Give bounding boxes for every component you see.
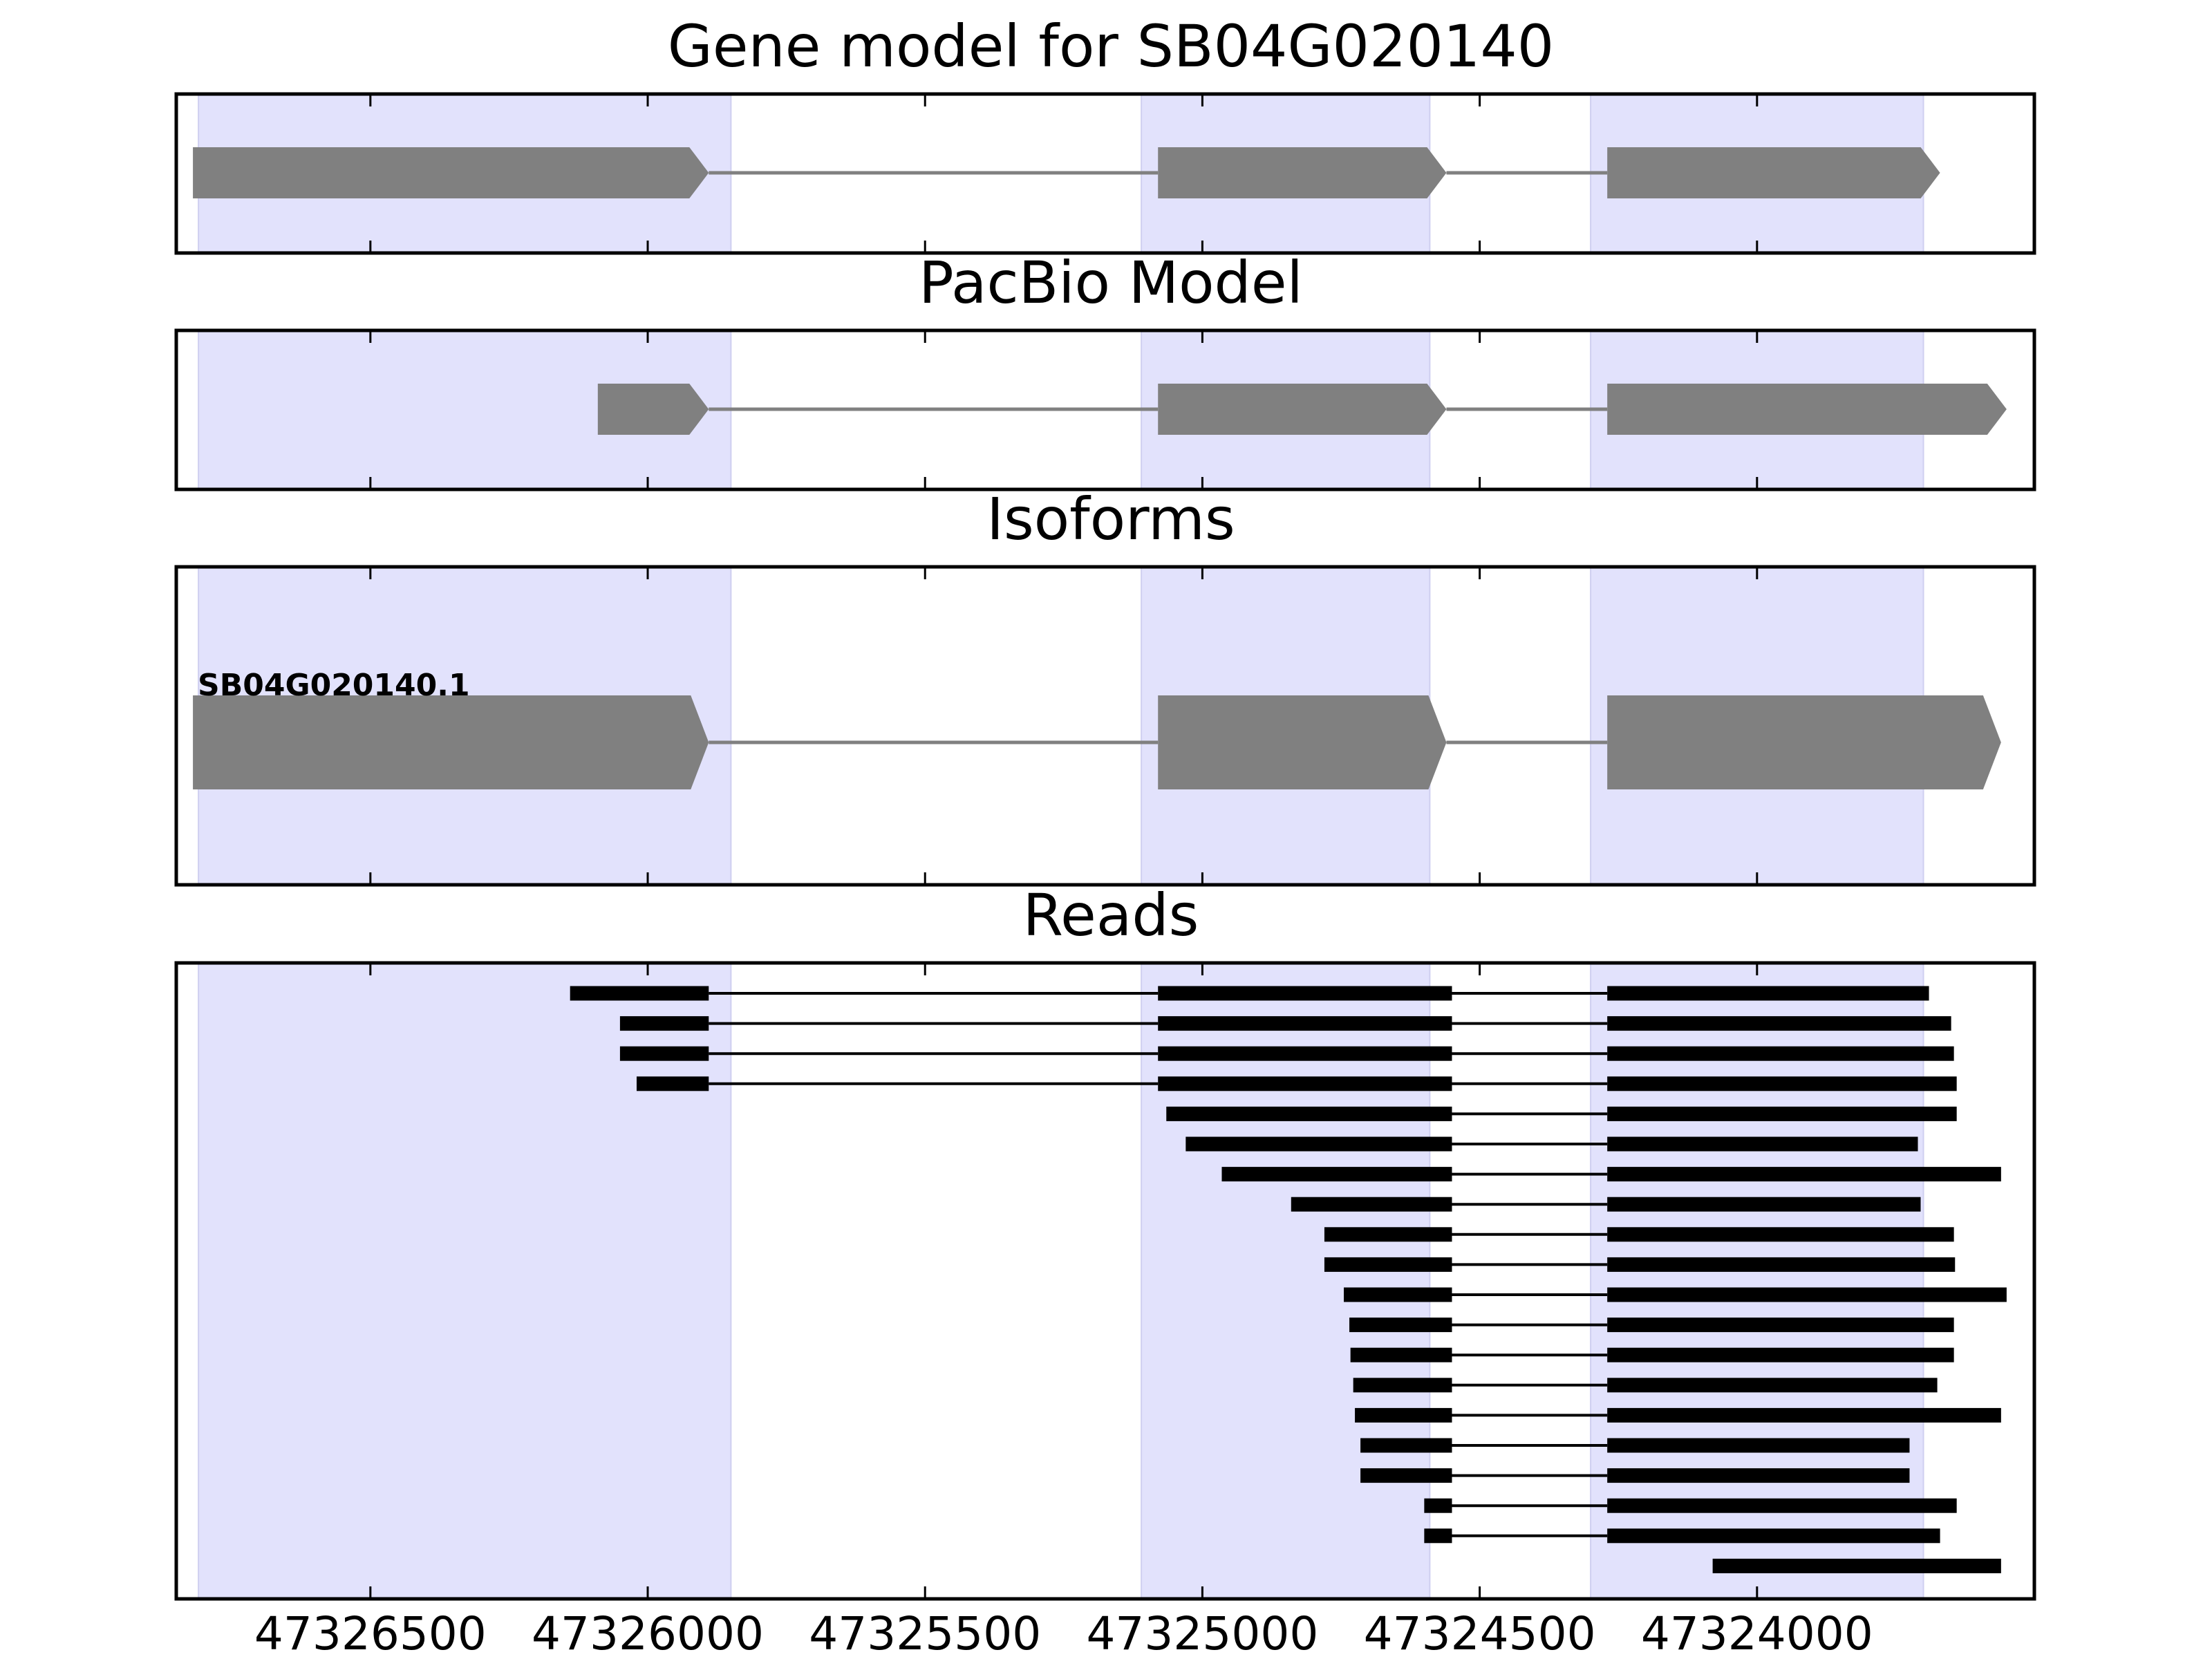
read-block bbox=[619, 1016, 709, 1031]
read-block bbox=[1291, 1197, 1452, 1212]
read-block bbox=[1607, 1528, 1940, 1544]
read-block bbox=[1607, 1016, 1951, 1031]
read-block bbox=[1607, 1227, 1954, 1242]
exon-block bbox=[1607, 695, 2001, 789]
exon-block bbox=[1607, 384, 2007, 435]
panel-frame bbox=[174, 961, 2036, 1601]
read bbox=[1712, 1558, 2001, 1573]
exon-block bbox=[1607, 147, 1940, 198]
read bbox=[1350, 1347, 1954, 1362]
read bbox=[1349, 1318, 1954, 1333]
read bbox=[1221, 1167, 2001, 1182]
exon-block bbox=[1158, 147, 1447, 198]
read bbox=[1324, 1257, 1956, 1272]
panel-title: Isoforms bbox=[986, 485, 1235, 553]
read-block bbox=[1607, 1378, 1938, 1393]
panel-title: Reads bbox=[1023, 881, 1199, 949]
x-tick-label: 47325000 bbox=[1086, 1607, 1318, 1659]
read-block bbox=[1353, 1378, 1452, 1393]
x-tick-label: 47326500 bbox=[254, 1607, 487, 1659]
x-tick-label: 47325500 bbox=[809, 1607, 1041, 1659]
panel-frame bbox=[174, 565, 2036, 887]
read-block bbox=[1607, 1438, 1910, 1453]
read-block bbox=[1158, 1016, 1452, 1031]
read-block bbox=[1607, 1407, 2001, 1423]
read-block bbox=[1350, 1347, 1452, 1362]
x-tick-label: 47324500 bbox=[1364, 1607, 1596, 1659]
read-block bbox=[1158, 1046, 1452, 1061]
read-block bbox=[1324, 1257, 1452, 1272]
read-block bbox=[1607, 1136, 1918, 1152]
read bbox=[1360, 1468, 1910, 1483]
read bbox=[1166, 1106, 1957, 1121]
read bbox=[1344, 1287, 2007, 1302]
read-block bbox=[1607, 986, 1929, 1001]
read-block bbox=[1158, 1076, 1452, 1091]
read bbox=[570, 986, 1929, 1001]
read bbox=[1424, 1498, 1957, 1513]
exon-block bbox=[193, 695, 709, 789]
panel-0: Gene model for SB04G020140 bbox=[174, 12, 2036, 255]
read bbox=[1353, 1378, 1938, 1393]
read-block bbox=[1355, 1407, 1452, 1423]
read-block bbox=[1607, 1167, 2001, 1182]
read bbox=[1355, 1407, 2001, 1423]
read-block bbox=[1607, 1076, 1957, 1091]
read bbox=[636, 1076, 1957, 1091]
read-block bbox=[1349, 1318, 1452, 1333]
read-block bbox=[619, 1046, 709, 1061]
read-block bbox=[1607, 1347, 1954, 1362]
read-block bbox=[1424, 1528, 1452, 1544]
exon-block bbox=[1158, 695, 1447, 789]
read bbox=[1360, 1438, 1910, 1453]
highlight-region bbox=[1590, 963, 1924, 1599]
read-block bbox=[1360, 1438, 1452, 1453]
highlight-region bbox=[198, 963, 732, 1599]
exon-block bbox=[1158, 384, 1447, 435]
panel-frame bbox=[174, 328, 2036, 491]
read-block bbox=[1607, 1197, 1921, 1212]
read-block bbox=[1166, 1106, 1452, 1121]
panel-3: Reads bbox=[174, 881, 2036, 1601]
read bbox=[619, 1016, 1951, 1031]
read-block bbox=[1607, 1257, 1956, 1272]
read bbox=[1424, 1528, 1940, 1544]
read-block bbox=[1607, 1498, 1957, 1513]
highlight-region bbox=[1141, 963, 1431, 1599]
x-tick-label: 47326000 bbox=[532, 1607, 764, 1659]
read-block bbox=[1185, 1136, 1452, 1152]
exon-block bbox=[193, 147, 709, 198]
read-block bbox=[1607, 1106, 1957, 1121]
read-block bbox=[1344, 1287, 1452, 1302]
read-block bbox=[1324, 1227, 1452, 1242]
read-block bbox=[1221, 1167, 1452, 1182]
x-tick-labels: 47326500 47326000 47325500 47325000 47324500… bbox=[254, 1607, 1873, 1659]
read-block bbox=[570, 986, 709, 1001]
panel-title: PacBio Model bbox=[919, 249, 1303, 317]
read-block bbox=[1607, 1046, 1954, 1061]
exon-block bbox=[597, 384, 709, 435]
read bbox=[1324, 1227, 1954, 1242]
read bbox=[1291, 1197, 1921, 1212]
read-block bbox=[1424, 1498, 1452, 1513]
read-block bbox=[1607, 1287, 2007, 1302]
panel-2: SB04G020140.1 Isoforms bbox=[174, 485, 2036, 887]
read bbox=[1185, 1136, 1918, 1152]
read-block bbox=[1712, 1558, 2001, 1573]
panel-frame bbox=[174, 92, 2036, 255]
read-block bbox=[1158, 986, 1452, 1001]
read-block bbox=[1607, 1468, 1910, 1483]
x-tick-label: 47324000 bbox=[1641, 1607, 1873, 1659]
read bbox=[619, 1046, 1954, 1061]
read-block bbox=[636, 1076, 709, 1091]
read-block bbox=[1607, 1318, 1954, 1333]
isoform-label: SB04G020140.1 bbox=[198, 668, 470, 703]
read-block bbox=[1360, 1468, 1452, 1483]
panel-1: PacBio Model bbox=[174, 249, 2036, 491]
panel-title: Gene model for SB04G020140 bbox=[668, 12, 1554, 80]
